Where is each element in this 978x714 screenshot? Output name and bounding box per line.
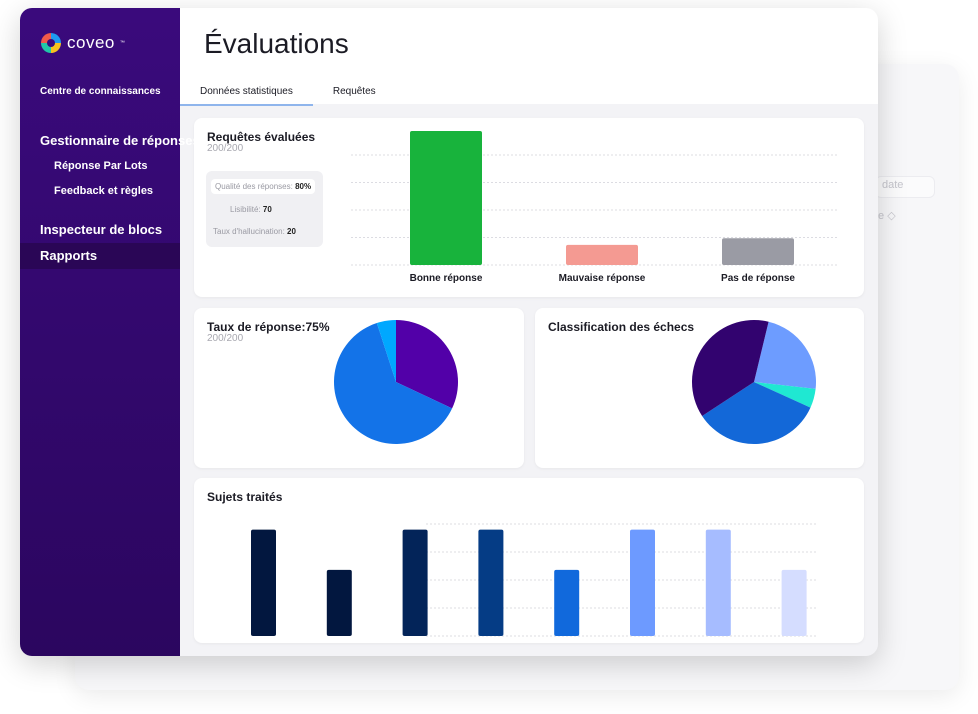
sidebar-item-batch-answers[interactable]: Réponse Par Lots bbox=[54, 160, 148, 172]
sidebar-item-reports[interactable]: Rapports bbox=[20, 243, 180, 269]
stat-label: Taux d'hallucination: bbox=[213, 227, 285, 236]
topics-card: Sujets traités bbox=[194, 478, 864, 643]
response-rate-card: Taux de réponse:75% 200/200 bbox=[194, 308, 524, 468]
bar-5 bbox=[554, 569, 580, 636]
bar-1 bbox=[251, 529, 276, 636]
card-title: Requêtes évaluées bbox=[207, 130, 316, 144]
sidebar-item-block-inspector[interactable]: Inspecteur de blocs bbox=[40, 222, 163, 237]
bar-label: Mauvaise réponse bbox=[559, 273, 646, 284]
bar-3 bbox=[402, 529, 428, 636]
topics-bar-chart bbox=[251, 523, 816, 637]
bar-7 bbox=[705, 529, 731, 636]
tab-statistics[interactable]: Données statistiques bbox=[180, 82, 313, 106]
sidebar-item-feedback-rules[interactable]: Feedback et règles bbox=[54, 185, 154, 197]
pie-slice-1 bbox=[396, 320, 458, 409]
bar-label: Pas de réponse bbox=[721, 273, 795, 284]
failure-classification-card: Classification des échecs bbox=[535, 308, 864, 468]
pie-slice-3 bbox=[702, 382, 811, 444]
pie-slice-4 bbox=[692, 320, 769, 416]
bar-3 bbox=[722, 238, 794, 265]
stat-value: 70 bbox=[262, 205, 272, 214]
pie-slice-2 bbox=[754, 382, 816, 408]
failure-classification-pie-chart bbox=[692, 320, 816, 444]
tabs: Données statistiques Requêtes bbox=[180, 82, 396, 106]
card-title: Sujets traités bbox=[207, 490, 283, 504]
card-subtitle: 200/200 bbox=[207, 143, 244, 154]
stat-value: 20 bbox=[287, 227, 296, 236]
pie-slice-3 bbox=[376, 320, 396, 382]
trademark: ™ bbox=[119, 40, 125, 46]
evaluated-requests-bar-chart: Bonne réponse Mauvaise réponse Pas de répo… bbox=[351, 131, 837, 284]
sidebar-item-answer-manager[interactable]: Gestionnaire de réponses bbox=[40, 133, 200, 148]
coveo-logo[interactable]: coveo ™ bbox=[40, 32, 125, 54]
pie-slice-1 bbox=[754, 321, 816, 389]
stat-value: 80% bbox=[295, 182, 312, 191]
date-input: date bbox=[875, 176, 935, 198]
date-column-header: te ◇ bbox=[875, 210, 896, 222]
bar-6 bbox=[630, 529, 655, 636]
hallucination-stat: Taux d'hallucination: 20 bbox=[213, 227, 296, 236]
bar-8 bbox=[781, 569, 807, 636]
stats-box: Qualité des réponses: 80% Lisibilité: 70… bbox=[206, 171, 323, 247]
bar-1 bbox=[410, 131, 482, 265]
sidebar: coveo ™ Centre de connaissances Gestionna… bbox=[20, 8, 200, 656]
column-label: te bbox=[875, 210, 885, 222]
bar-2 bbox=[566, 244, 638, 265]
app-window: coveo ™ Centre de connaissances Gestionna… bbox=[20, 8, 878, 656]
coveo-logo-icon bbox=[41, 33, 61, 53]
page-title: Évaluations bbox=[204, 28, 349, 59]
logo-text: coveo bbox=[67, 33, 115, 52]
bar-label: Bonne réponse bbox=[410, 273, 483, 284]
tab-requests[interactable]: Requêtes bbox=[332, 86, 376, 97]
bar-4 bbox=[478, 529, 504, 636]
card-title: Taux de réponse:75% bbox=[207, 320, 330, 334]
evaluated-requests-card: Requêtes évaluées 200/200 Qualité des ré… bbox=[194, 118, 864, 297]
page-header: Évaluations Données statistiques Requête… bbox=[180, 8, 878, 106]
pie-slice-2 bbox=[334, 323, 453, 444]
stat-label: Lisibilité: bbox=[230, 205, 261, 214]
sidebar-section-knowledge-center[interactable]: Centre de connaissances bbox=[40, 86, 161, 97]
stat-label: Qualité des réponses: bbox=[215, 182, 293, 191]
card-title: Classification des échecs bbox=[548, 320, 695, 334]
response-rate-pie-chart bbox=[334, 320, 458, 444]
card-subtitle: 200/200 bbox=[207, 333, 244, 344]
usability-stat: Lisibilité: 70 bbox=[230, 205, 272, 214]
quality-stat: Qualité des réponses: 80% bbox=[211, 179, 316, 194]
bar-2 bbox=[326, 569, 352, 636]
